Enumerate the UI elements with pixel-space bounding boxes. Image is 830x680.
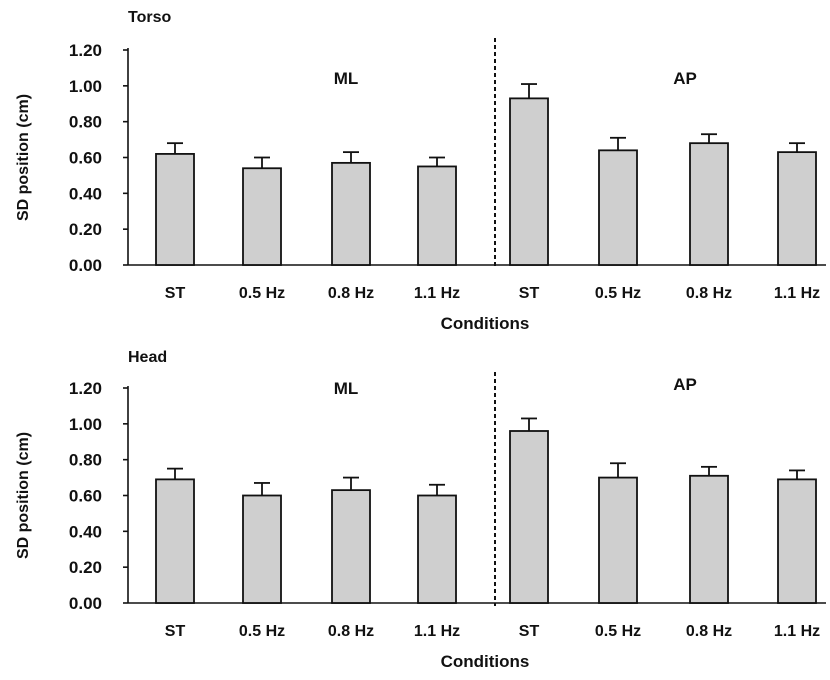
bar [690,476,728,603]
bar [778,479,816,603]
bar [332,163,370,265]
y-tick-label: 0.20 [69,558,102,577]
panel-label: Torso [128,9,171,26]
group-label: AP [673,69,697,88]
x-tick-label: 0.8 Hz [328,623,374,640]
x-tick-label: ST [165,285,186,302]
x-tick-label: 0.5 Hz [595,285,641,302]
x-tick-label: 0.8 Hz [686,623,732,640]
bar [510,98,548,265]
x-tick-label: 1.1 Hz [414,285,460,302]
y-tick-label: 1.00 [69,77,102,96]
bar [599,478,637,603]
y-tick-label: 0.60 [69,487,102,506]
group-label: ML [334,69,359,88]
x-axis-label: Conditions [441,652,530,671]
y-tick-label: 0.20 [69,220,102,239]
bar [690,143,728,265]
y-tick-label: 0.00 [69,594,102,613]
bar [156,154,194,265]
bar [778,152,816,265]
y-axis-label: SD position (cm) [15,94,32,221]
x-tick-label: 0.5 Hz [595,623,641,640]
x-tick-label: 1.1 Hz [774,285,820,302]
bar [243,496,281,604]
y-tick-label: 0.40 [69,522,102,541]
y-tick-label: 0.80 [69,113,102,132]
bar [156,479,194,603]
x-axis-label: Conditions [441,314,530,333]
x-tick-label: 1.1 Hz [414,623,460,640]
x-tick-label: 0.8 Hz [686,285,732,302]
y-tick-label: 0.60 [69,149,102,168]
y-tick-label: 0.80 [69,451,102,470]
y-tick-label: 1.20 [69,41,102,60]
x-tick-label: 0.8 Hz [328,285,374,302]
x-tick-label: ST [519,285,540,302]
group-label: AP [673,375,697,394]
x-tick-label: ST [519,623,540,640]
x-tick-label: 0.5 Hz [239,285,285,302]
y-tick-label: 1.20 [69,379,102,398]
bar [418,166,456,265]
y-tick-label: 1.00 [69,415,102,434]
x-tick-label: ST [165,623,186,640]
y-tick-label: 0.00 [69,256,102,275]
x-tick-label: 1.1 Hz [774,623,820,640]
panel-label: Head [128,349,167,366]
bar [243,168,281,265]
x-tick-label: 0.5 Hz [239,623,285,640]
group-label: ML [334,379,359,398]
y-tick-label: 0.40 [69,184,102,203]
bar [332,490,370,603]
bar [418,496,456,604]
y-axis-label: SD position (cm) [15,432,32,559]
bar [510,431,548,603]
bar [599,150,637,265]
